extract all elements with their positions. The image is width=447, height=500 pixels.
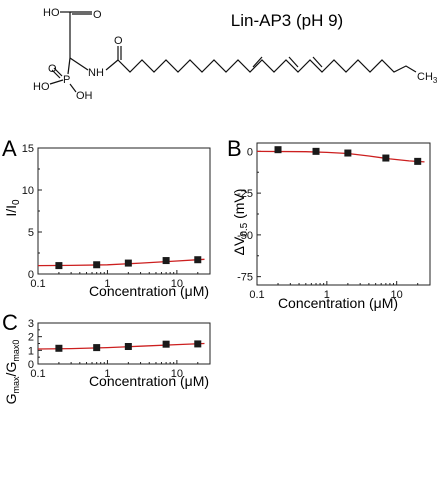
double-bond <box>288 56 299 68</box>
y-axis-label: I/I0 <box>3 199 22 217</box>
data-point <box>55 344 63 352</box>
y-tick-label: 1 <box>28 345 34 357</box>
panel-letter: B <box>227 136 242 161</box>
y-tick-label: 3 <box>28 318 34 330</box>
plot-frame <box>37 322 211 365</box>
panel-letter: A <box>2 136 17 161</box>
y-tick-label: -50 <box>237 230 253 242</box>
y-axis-label: Gmax/Gmax0 <box>3 340 21 405</box>
y-tick-label: 2 <box>28 332 34 344</box>
panel-b: Concentration (μM) ΔV0.5 (mV) 0 -25 -50 -75… <box>231 142 431 311</box>
atom-label: HO <box>33 81 50 93</box>
x-axis-label: Concentration (μM) <box>89 373 209 389</box>
bond <box>69 83 77 93</box>
y-tick-label: 15 <box>22 143 34 155</box>
atom-label: O <box>114 35 123 47</box>
data-point <box>344 149 352 157</box>
structure-labels: HO O O P HO OH NH O CH3 <box>33 7 438 102</box>
plot-frame <box>256 142 431 286</box>
fit-curve <box>37 258 205 267</box>
bond <box>67 57 71 75</box>
figure-title: Lin-AP3 (pH 9) <box>231 11 343 30</box>
bond <box>69 57 89 71</box>
x-axis-label: Concentration (μM) <box>89 283 209 299</box>
alkyl-chain <box>117 59 417 73</box>
data-point <box>124 343 132 351</box>
data-point <box>93 261 101 269</box>
bond <box>49 79 64 85</box>
atom-label: P <box>63 74 70 86</box>
y-tick-label: 5 <box>28 227 34 239</box>
data-point <box>55 262 63 270</box>
data-point <box>162 340 170 348</box>
double-bond <box>252 56 263 68</box>
x-tick-label: 1 <box>104 368 110 380</box>
data-point <box>414 157 422 165</box>
atom-label: O <box>48 63 57 75</box>
data-point <box>274 146 282 154</box>
data-point <box>162 257 170 265</box>
data-point <box>124 259 132 267</box>
panel-a: Concentration (μM) I/I0 0 5 10 15 0.1 1 10 <box>3 143 211 299</box>
bond <box>51 69 61 79</box>
x-tick-label: 10 <box>171 278 183 290</box>
y-tick-label: 0 <box>28 359 34 371</box>
x-tick-label: 1 <box>324 289 330 301</box>
data-point <box>312 147 320 155</box>
y-tick-label: -75 <box>237 272 253 284</box>
fit-curve <box>256 150 425 163</box>
terminal-methyl: CH3 <box>417 71 438 85</box>
fit-curve <box>37 342 205 350</box>
plot-frame <box>37 147 211 275</box>
x-tick-label: 0.1 <box>249 289 264 301</box>
data-point <box>382 154 390 162</box>
chemical-structure <box>49 11 417 93</box>
atom-label: HO <box>43 7 60 19</box>
y-tick-label: 0 <box>247 146 253 158</box>
atom-label: OH <box>76 90 93 102</box>
double-bond <box>312 56 323 68</box>
atom-label: O <box>93 9 102 21</box>
y-axis-label: ΔV0.5 (mV) <box>231 189 250 256</box>
y-tick-label: 10 <box>22 185 34 197</box>
x-tick-label: 10 <box>171 368 183 380</box>
panel-letter: C <box>2 310 18 335</box>
y-tick-label: 0 <box>28 269 34 281</box>
x-tick-label: 0.1 <box>30 278 45 290</box>
x-axis-label: Concentration (μM) <box>278 295 398 311</box>
data-point <box>194 256 202 264</box>
bond <box>53 67 63 77</box>
data-point <box>93 344 101 352</box>
data-point <box>194 340 202 348</box>
x-tick-label: 0.1 <box>30 368 45 380</box>
y-tick-label: -25 <box>237 188 253 200</box>
atom-label: NH <box>88 67 104 79</box>
x-tick-label: 10 <box>391 289 403 301</box>
x-tick-label: 1 <box>104 278 110 290</box>
bond <box>105 59 119 71</box>
